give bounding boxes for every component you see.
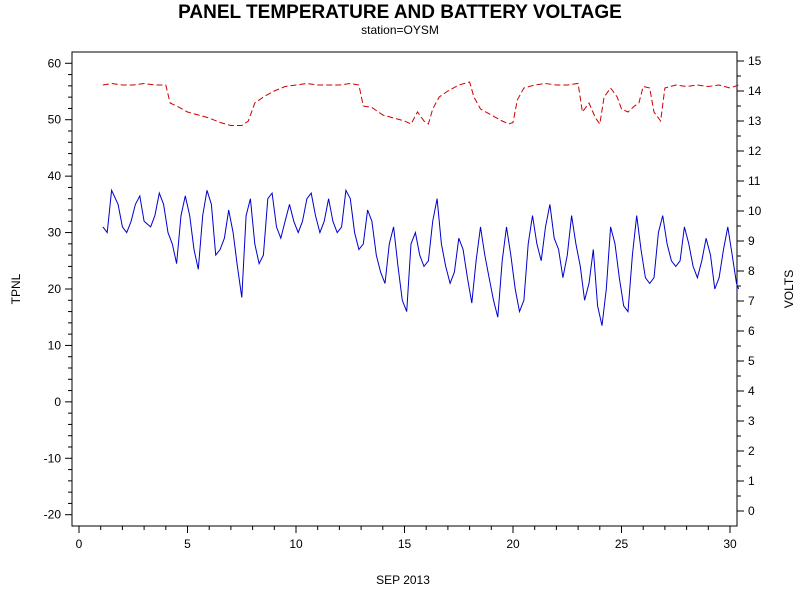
chart-title: PANEL TEMPERATURE AND BATTERY VOLTAGE: [178, 2, 622, 23]
y-right-axis-label: VOLTS: [782, 270, 796, 308]
y-left-tick-label: 60: [48, 56, 62, 70]
y-right-tick-label: 9: [748, 234, 755, 248]
x-tick-label: 5: [184, 537, 191, 551]
y-right-tick-label: 4: [748, 384, 755, 398]
y-left-axis-label: TPNL: [9, 273, 23, 304]
y-right-tick-label: 15: [748, 54, 762, 68]
y-right-tick-label: 2: [748, 444, 755, 458]
y-right-tick-label: 14: [748, 84, 762, 98]
x-tick-label: 20: [506, 537, 520, 551]
x-axis-label: SEP 2013: [376, 573, 430, 587]
y-right-tick-label: 10: [748, 204, 762, 218]
y-right-tick-label: 6: [748, 324, 755, 338]
y-left-tick-label: 30: [48, 226, 62, 240]
x-axis-ticks: 0 5 10 15 20 25 30: [76, 526, 737, 551]
y-left-tick-label: 10: [48, 338, 62, 352]
y-right-tick-label: 1: [748, 474, 755, 488]
y-right-tick-label: 13: [748, 114, 762, 128]
y-right-tick-label: 7: [748, 294, 755, 308]
y-right-tick-label: 8: [748, 264, 755, 278]
x-tick-label: 0: [76, 537, 83, 551]
y-left-tick-label: 40: [48, 169, 62, 183]
y-right-tick-label: 5: [748, 354, 755, 368]
x-tick-label: 30: [723, 537, 737, 551]
series-layer: [102, 81, 740, 326]
y-right-tick-label: 0: [748, 504, 755, 518]
y-left-axis-ticks: -20 -10 0 10 20 30 40 50 60: [44, 56, 72, 522]
y-left-tick-label: -20: [44, 508, 62, 522]
chart-subtitle: station=OYSM: [361, 23, 439, 37]
y-left-tick-label: 20: [48, 282, 62, 296]
y-right-tick-label: 11: [748, 174, 761, 188]
x-tick-label: 10: [289, 537, 303, 551]
plot-frame: [71, 51, 738, 527]
y-left-tick-label: -10: [44, 451, 62, 465]
x-tick-label: 25: [615, 537, 629, 551]
y-left-tick-label: 50: [48, 113, 62, 127]
y-right-tick-label: 12: [748, 144, 762, 158]
temperature-series-line: [102, 188, 740, 326]
x-tick-label: 15: [398, 537, 412, 551]
y-right-tick-label: 3: [748, 414, 755, 428]
voltage-series-line: [102, 81, 739, 126]
y-left-tick-label: 0: [54, 395, 61, 409]
